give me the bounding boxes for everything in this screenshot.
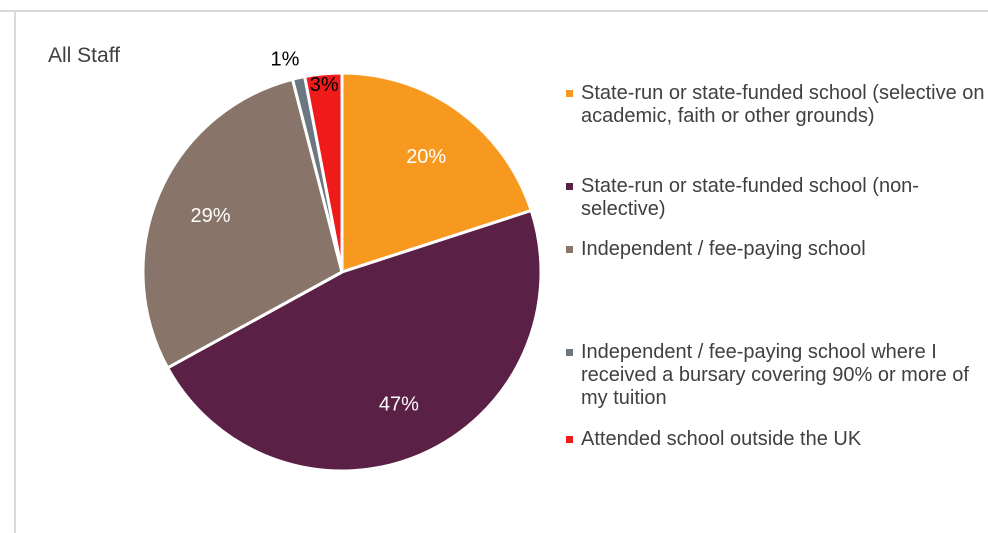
legend-item-non-selective-state: State-run or state-funded school (non-se… (566, 175, 988, 221)
data-label-outside-uk: 3% (310, 74, 339, 96)
legend-item-independent: Independent / fee-paying school (566, 238, 988, 261)
pie-slice-independent (141, 77, 344, 370)
legend-item-independent-bursary: Independent / fee-paying school where I … (566, 341, 988, 410)
legend-label: Independent / fee-paying school where I … (581, 341, 969, 409)
pie-data-labels: 20% 47% 29% 1% 3% (190, 48, 446, 415)
data-label-independent: 29% (190, 205, 230, 227)
legend-item-selective-state: State-run or state-funded school (select… (566, 82, 988, 128)
legend-swatch (566, 436, 573, 443)
legend-label: Independent / fee-paying school (581, 238, 866, 260)
chart-frame-left (14, 10, 16, 533)
pie-slice-non-selective-state (165, 208, 543, 473)
data-label-independent-bursary: 1% (270, 48, 299, 70)
legend-label: State-run or state-funded school (select… (581, 82, 985, 127)
legend-swatch (566, 90, 573, 97)
pie-slices (141, 71, 543, 473)
legend-swatch (566, 349, 573, 356)
data-label-non-selective-state: 47% (379, 393, 419, 415)
chart-frame-top (0, 10, 988, 12)
legend-label: Attended school outside the UK (581, 428, 862, 450)
legend-label: State-run or state-funded school (non-se… (581, 175, 919, 220)
pie-slice-outside-uk (302, 71, 344, 273)
legend-swatch (566, 246, 573, 253)
data-label-selective-state: 20% (406, 146, 446, 168)
chart-title: All Staff (48, 44, 120, 67)
legend-item-outside-uk: Attended school outside the UK (566, 428, 988, 451)
legend-swatch (566, 183, 573, 190)
pie-slice-selective-state (340, 71, 534, 275)
